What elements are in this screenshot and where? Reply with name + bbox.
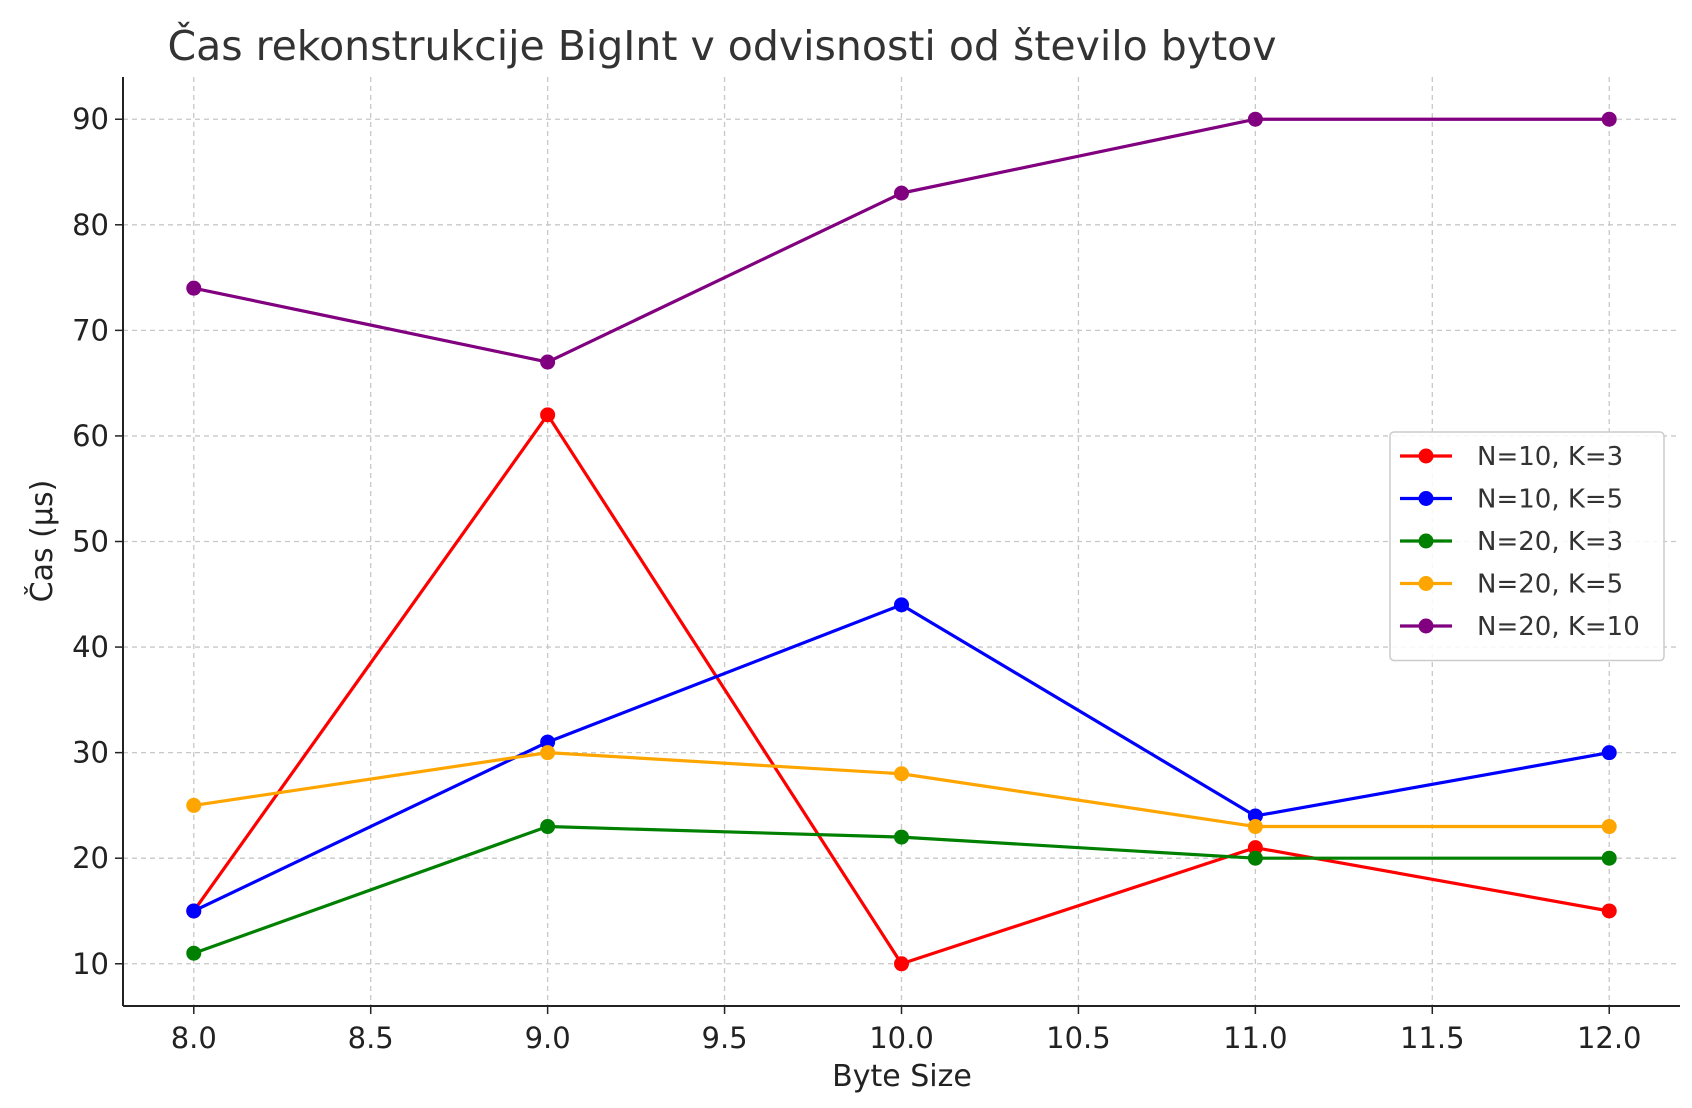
legend-label: N=20, K=3 — [1477, 527, 1623, 557]
legend-label: N=20, K=10 — [1477, 612, 1640, 642]
legend-item: N=20, K=5 — [1400, 570, 1623, 600]
y-tick-label: 50 — [72, 525, 109, 559]
data-point — [186, 903, 202, 919]
legend-marker — [1418, 576, 1434, 591]
y-tick-label: 10 — [72, 947, 109, 981]
data-point — [894, 956, 909, 972]
data-point — [540, 734, 556, 750]
data-point — [1247, 850, 1263, 866]
data-point — [1601, 903, 1617, 919]
data-point — [1601, 745, 1617, 761]
y-tick-label: 20 — [72, 841, 109, 875]
x-axis-label: Byte Size — [832, 1059, 972, 1094]
data-point — [1247, 808, 1263, 824]
data-point — [1601, 850, 1617, 866]
legend-item: N=10, K=3 — [1400, 442, 1623, 472]
y-tick-label: 70 — [72, 313, 109, 347]
series-layer — [186, 111, 1617, 972]
y-tick-label: 40 — [72, 630, 109, 664]
legend-item: N=20, K=3 — [1400, 527, 1623, 557]
data-point — [186, 945, 202, 961]
x-tick-label: 11.0 — [1223, 1021, 1288, 1055]
data-point — [894, 597, 909, 613]
data-point — [1247, 819, 1263, 835]
x-tick-label: 10.0 — [869, 1021, 934, 1055]
data-point — [894, 185, 909, 201]
x-tick-label: 8.0 — [171, 1021, 217, 1055]
legend-label: N=10, K=3 — [1477, 442, 1623, 472]
legend-item: N=10, K=5 — [1400, 485, 1623, 515]
data-point — [1247, 111, 1263, 127]
legend-marker — [1418, 533, 1434, 549]
data-point — [1601, 111, 1617, 127]
x-tick-label: 9.5 — [702, 1021, 748, 1055]
data-point — [186, 797, 202, 813]
data-point — [1247, 840, 1263, 856]
legend: N=10, K=3 N=10, K=5 N=20, K=3 N=20, K=5 N=20… — [1389, 431, 1665, 662]
legend-box — [1389, 431, 1665, 662]
data-point — [1601, 819, 1617, 835]
y-tick-label: 80 — [72, 208, 109, 242]
legend-item: N=20, K=10 — [1400, 612, 1640, 642]
series-5 — [186, 111, 1617, 370]
data-point — [186, 280, 202, 296]
x-tick-label: 11.5 — [1400, 1021, 1465, 1055]
data-point — [540, 354, 556, 370]
series-2 — [186, 597, 1617, 919]
data-point — [894, 829, 909, 845]
series-3 — [186, 819, 1617, 961]
legend-label: N=20, K=5 — [1477, 570, 1623, 600]
x-tick-label: 12.0 — [1577, 1021, 1642, 1055]
legend-label: N=10, K=5 — [1477, 485, 1623, 515]
y-tick-label: 90 — [72, 102, 109, 136]
data-point — [894, 766, 909, 782]
y-tick-label: 30 — [72, 736, 109, 770]
legend-marker — [1418, 618, 1434, 634]
y-axis-label: Čas (µs) — [23, 480, 60, 603]
y-tick-label: 60 — [72, 419, 109, 453]
chart-title: Čas rekonstrukcije BigInt v odvisnosti o… — [167, 22, 1276, 70]
series-4 — [186, 745, 1617, 835]
data-point — [540, 819, 556, 835]
ticks: 8.0 8.5 9.0 9.5 10.0 10.5 11.0 11.5 12.0 10 20 30 40… — [72, 102, 1641, 1055]
x-tick-label: 10.5 — [1046, 1021, 1111, 1055]
data-point — [540, 745, 556, 761]
data-point — [540, 407, 556, 423]
x-tick-label: 9.0 — [525, 1021, 571, 1055]
legend-marker — [1418, 448, 1434, 464]
legend-marker — [1418, 491, 1434, 506]
x-tick-label: 8.5 — [348, 1021, 394, 1055]
